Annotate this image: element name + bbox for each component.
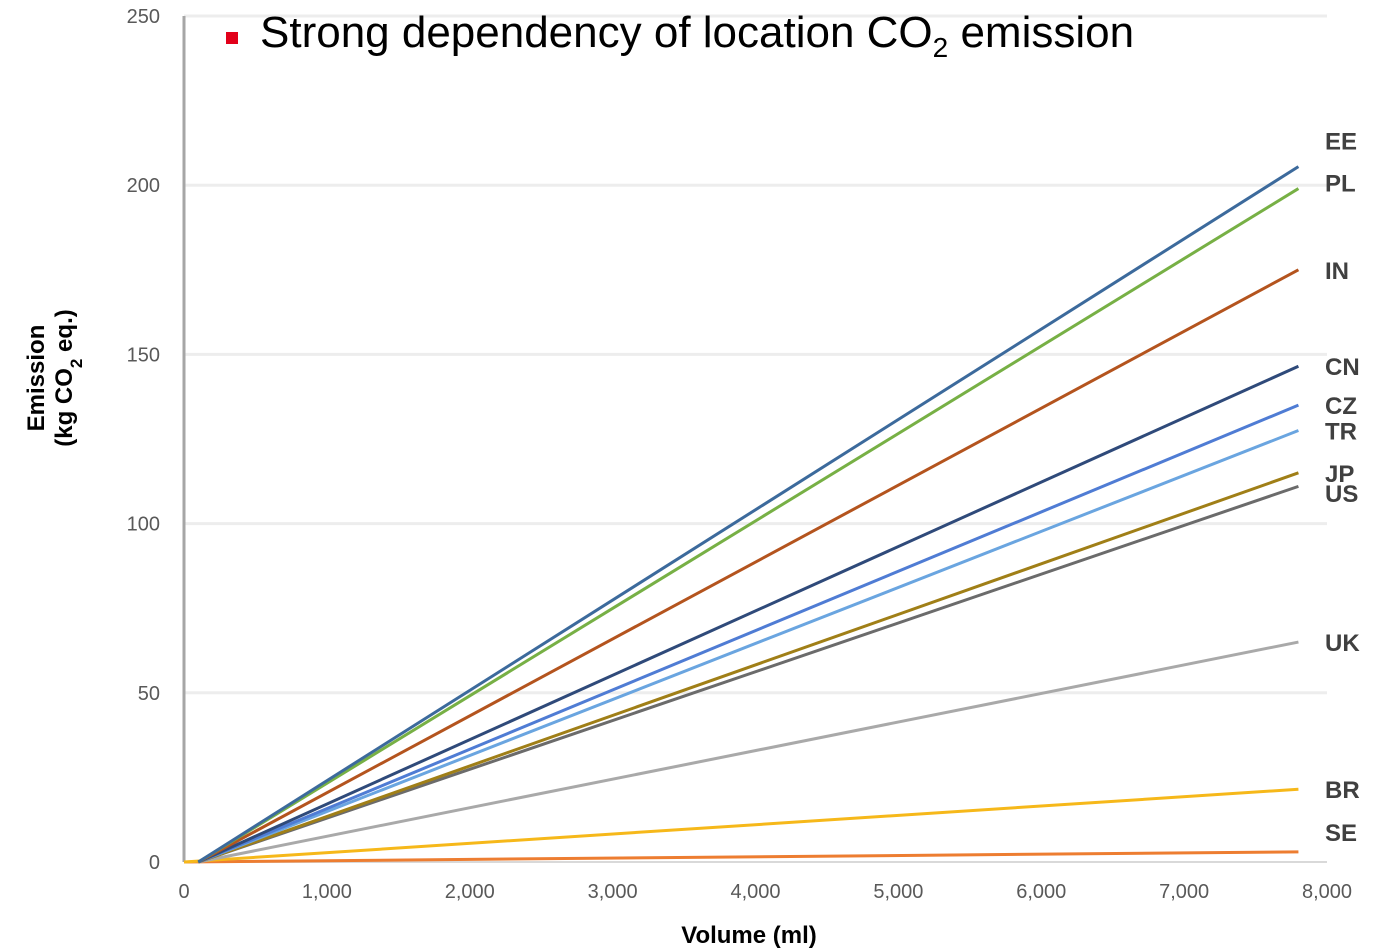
series-label-br: BR bbox=[1325, 777, 1360, 804]
series-line-uk bbox=[197, 640, 1299, 864]
y-tick-label: 150 bbox=[127, 344, 160, 366]
x-tick-labels: 0 1,000 2,000 3,000 4,000 5,000 6,000 7,000 8,00… bbox=[178, 881, 1352, 903]
series-label-ee: EE bbox=[1325, 129, 1357, 156]
series-label-uk: UK bbox=[1325, 630, 1360, 657]
series-label-cn: CN bbox=[1325, 354, 1360, 381]
y-axis-title-line2: (kg CO2 eq.) bbox=[51, 309, 86, 446]
series-line-cn bbox=[197, 364, 1300, 864]
series-lines bbox=[183, 165, 1300, 864]
series-label-tr: TR bbox=[1325, 419, 1357, 446]
gridlines bbox=[184, 14, 1327, 695]
x-tick-label: 6,000 bbox=[1016, 881, 1066, 903]
headline-text: Strong dependency of location CO2 emissi… bbox=[260, 8, 1135, 63]
series-line-ee bbox=[197, 165, 1300, 864]
x-tick-label: 0 bbox=[178, 881, 189, 903]
series-label-pl: PL bbox=[1325, 171, 1356, 198]
y-tick-labels: 0 50 100 150 200 250 bbox=[127, 6, 160, 874]
series-line-br bbox=[183, 787, 1299, 864]
series-line-cz bbox=[197, 403, 1300, 864]
series-label-us: US bbox=[1325, 481, 1358, 508]
y-tick-label: 50 bbox=[138, 683, 160, 705]
series-line-in bbox=[197, 268, 1300, 864]
x-tick-label: 8,000 bbox=[1302, 881, 1352, 903]
y-axis-title: Emission (kg CO2 eq.) bbox=[23, 309, 86, 446]
series-line-se bbox=[183, 850, 1299, 864]
headline-bullet-point: Strong dependency of location CO2 emissi… bbox=[226, 8, 1134, 64]
x-tick-label: 3,000 bbox=[588, 881, 638, 903]
y-tick-label: 100 bbox=[127, 514, 160, 536]
bullet-square-icon bbox=[226, 31, 238, 44]
series-label-jp: JP bbox=[1325, 461, 1354, 488]
x-tick-label: 4,000 bbox=[730, 881, 780, 903]
x-tick-label: 1,000 bbox=[302, 881, 352, 903]
x-tick-label: 5,000 bbox=[873, 881, 923, 903]
x-tick-label: 7,000 bbox=[1159, 881, 1209, 903]
series-label-cz: CZ bbox=[1325, 393, 1357, 420]
series-line-jp bbox=[197, 471, 1299, 864]
y-tick-label: 200 bbox=[127, 175, 160, 197]
series-line-tr bbox=[197, 429, 1299, 864]
y-tick-label: 0 bbox=[149, 852, 160, 874]
series-line-pl bbox=[197, 187, 1300, 864]
y-tick-label: 250 bbox=[127, 6, 160, 28]
series-line-us bbox=[197, 484, 1299, 864]
x-axis-title: Volume (ml) bbox=[681, 922, 817, 949]
x-tick-label: 2,000 bbox=[445, 881, 495, 903]
series-label-in: IN bbox=[1325, 258, 1349, 285]
series-label-se: SE bbox=[1325, 820, 1357, 847]
y-axis-title-line1: Emission bbox=[23, 325, 50, 432]
